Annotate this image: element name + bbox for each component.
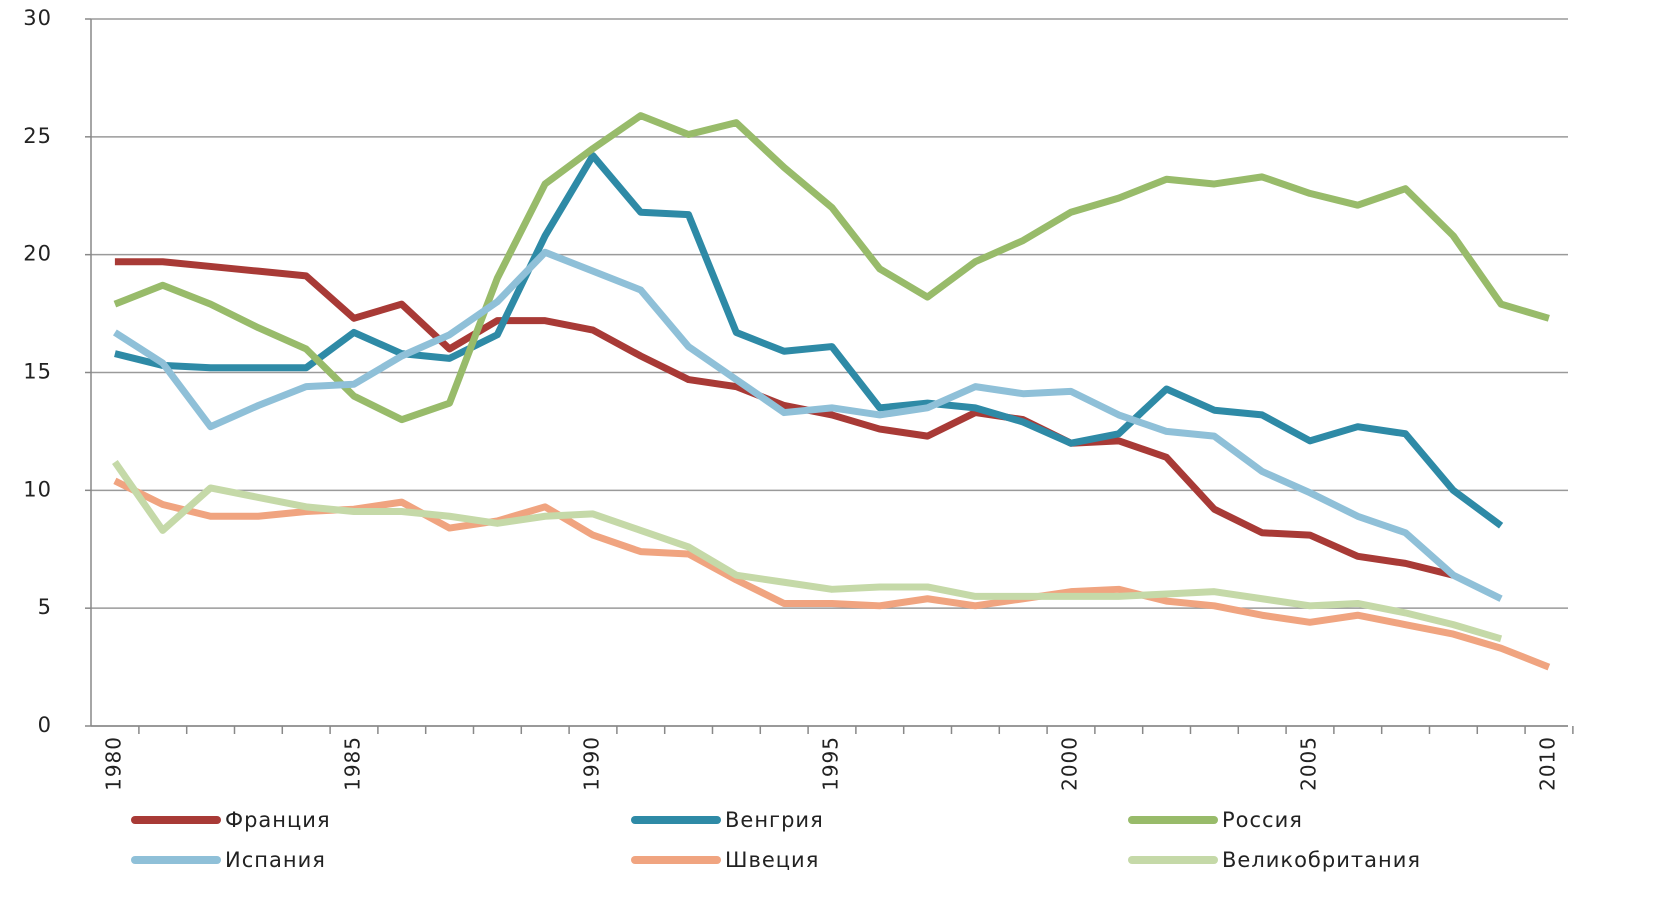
x-tick-label: 2005 [1296,736,1320,791]
y-tick-label: 10 [23,477,52,501]
y-tick-label: 0 [38,713,52,737]
y-tick-label: 5 [38,595,52,619]
series-line [114,258,1455,579]
x-tick-label: 2000 [1057,736,1081,791]
x-tick-label: 2010 [1535,736,1559,791]
legend-label: Испания [225,848,326,872]
legend-label: Россия [1222,808,1303,832]
y-tick-label: 15 [23,360,52,384]
x-tick-label: 1995 [818,736,842,791]
series-line [112,460,1503,643]
legend-label: Венгрия [725,808,824,832]
y-tick-label: 30 [23,6,52,30]
legend-label: Франция [225,808,331,832]
series-line [113,248,1503,602]
x-tick-label: 1990 [579,736,603,791]
x-tick-label: 1980 [101,736,125,791]
x-tick-label: 1985 [340,736,364,791]
legend-label: Великобритания [1222,848,1421,872]
series-line [114,152,1504,529]
series-line [113,112,1550,424]
legend-label: Швеция [725,848,819,872]
y-tick-label: 25 [23,124,52,148]
y-tick-label: 20 [23,242,52,266]
